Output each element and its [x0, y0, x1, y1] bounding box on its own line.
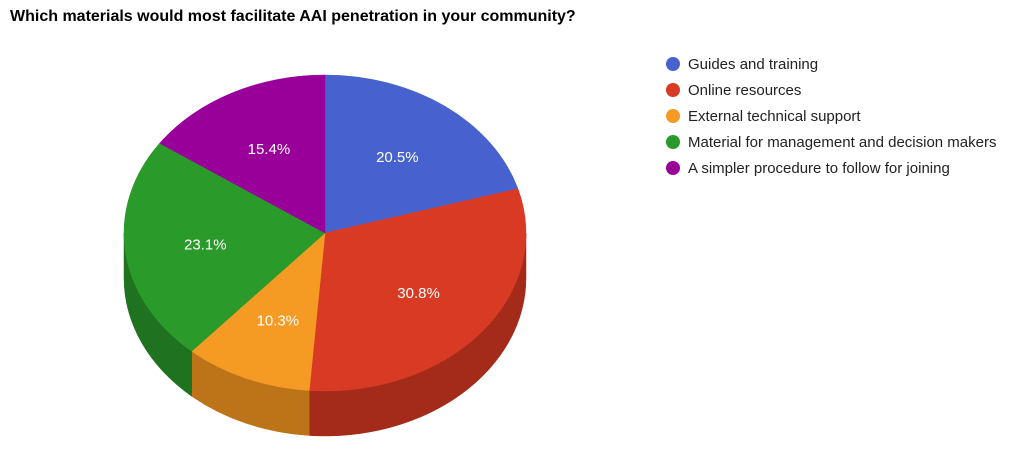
legend-item[interactable]: Material for management and decision mak…: [666, 132, 1016, 153]
slice-label-5: 15.4%: [248, 141, 291, 158]
pie-slice-4[interactable]: [123, 142, 326, 352]
pie-slice-1[interactable]: [324, 74, 519, 234]
legend-swatch: [666, 83, 680, 97]
legend-item[interactable]: External technical support: [666, 106, 1016, 127]
legend-label: Guides and training: [688, 56, 819, 73]
legend-item[interactable]: Online resources: [666, 80, 1016, 101]
legend-swatch: [666, 57, 680, 71]
legend: Guides and training Online resources Exter…: [666, 54, 1016, 184]
legend-label: External technical support: [688, 108, 861, 125]
legend-swatch: [666, 135, 680, 149]
legend-label: Online resources: [688, 82, 802, 99]
chart-title: Which materials would most facilitate AA…: [10, 8, 576, 25]
pie-slice-5[interactable]: [159, 74, 326, 234]
pie-slice-3[interactable]: [191, 232, 326, 391]
slice-label-2: 30.8%: [397, 285, 440, 302]
legend-label: A simpler procedure to follow for joinin…: [688, 160, 950, 177]
legend-swatch: [666, 109, 680, 123]
slice-label-1: 20.5%: [376, 149, 419, 166]
legend-swatch: [666, 161, 680, 175]
legend-label: Material for management and decision mak…: [688, 134, 997, 151]
legend-item[interactable]: A simpler procedure to follow for joinin…: [666, 158, 1016, 179]
slice-label-3: 10.3%: [257, 312, 300, 329]
legend-item[interactable]: Guides and training: [666, 54, 1016, 75]
slice-label-4: 23.1%: [184, 236, 227, 253]
pie-slice-2[interactable]: [308, 188, 527, 392]
